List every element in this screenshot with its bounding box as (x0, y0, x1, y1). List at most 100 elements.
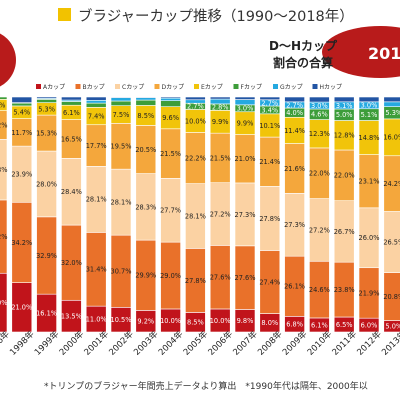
x-tick-label: 2012年 (355, 328, 384, 357)
data-label: 6.0% (361, 321, 378, 329)
data-label: 10.0% (210, 317, 231, 325)
bar-segment (383, 101, 400, 107)
legend-swatch (36, 84, 41, 89)
data-label: 6.8% (286, 321, 303, 329)
legend-label: Gカップ (280, 84, 303, 91)
data-label: 8.5% (187, 319, 204, 327)
data-label: 21.5% (210, 154, 231, 162)
legend-swatch (115, 84, 120, 89)
data-label: 23.9% (11, 171, 32, 179)
data-label: 12.8% (334, 132, 355, 140)
data-label: 3.0% (361, 102, 378, 110)
data-label: 4.0% (286, 109, 303, 117)
bar-segment (0, 110, 8, 140)
data-label: 9.9% (237, 120, 254, 128)
data-label: 22.0% (309, 170, 330, 178)
data-label: 28.3% (135, 203, 156, 211)
data-label: 6.1% (311, 321, 328, 329)
bar-segment (110, 97, 132, 102)
bar-segment (110, 96, 132, 99)
data-label: 4.6% (311, 111, 328, 119)
data-label: 21.9% (359, 289, 380, 297)
year-badge-text: 2018 (368, 44, 400, 63)
bar-segment (0, 99, 8, 111)
data-label: 27.2% (210, 210, 231, 218)
bar-segment (135, 97, 157, 101)
data-label: 5.0% (385, 323, 400, 331)
data-label: 27.4% (259, 278, 280, 286)
data-label: 27.8% (185, 277, 206, 285)
x-tick-label: 2001年 (82, 328, 111, 357)
data-label: 34.2% (11, 239, 32, 247)
data-label: 7.4% (88, 112, 105, 120)
data-label: 2.7% (286, 101, 303, 109)
x-tick-label: 2004年 (156, 328, 185, 357)
bar-segment (309, 96, 330, 103)
data-label: 5.3% (385, 109, 400, 117)
data-label: 22.0% (334, 172, 355, 180)
title-row: ブラジャーカップ推移（1990〜2018年） (0, 0, 400, 30)
data-label: 27.3% (284, 221, 305, 229)
data-label: 27.3% (235, 211, 256, 219)
data-label: 28.1% (111, 199, 132, 207)
data-label: 4.8% (0, 101, 5, 109)
x-tick-label: 2002年 (107, 328, 136, 357)
data-label: 10.0% (185, 117, 206, 125)
data-label: 5.0% (336, 111, 353, 119)
bar-segment (61, 101, 82, 106)
data-label: 2.7% (261, 99, 278, 107)
data-label: 24.6% (309, 286, 330, 294)
data-label: 10.0% (160, 317, 181, 325)
bars (0, 96, 400, 333)
bar-segment (85, 102, 107, 108)
bar-segment (185, 96, 206, 101)
legend-swatch (194, 84, 199, 89)
data-label: 21.0% (235, 155, 256, 163)
data-label: 20.5% (135, 146, 156, 154)
x-tick-label: 2011年 (330, 328, 359, 357)
bar-segment (11, 102, 33, 107)
bar-segment (11, 96, 33, 103)
data-label: 26.0% (359, 234, 380, 242)
bar-segment (0, 139, 8, 201)
bar-segment (85, 96, 107, 101)
data-label: 6.5% (336, 321, 353, 329)
data-label: 29.0% (160, 272, 181, 280)
bar-segment (135, 96, 157, 99)
left-oval-decoration (0, 33, 16, 87)
bar-segment (284, 96, 305, 103)
data-label: 28.0% (36, 180, 57, 188)
data-labels: 25.0% 31.2% 25.8% 12.2% 4.8% 21.0% 34.2% 23.9% 1… (0, 99, 400, 331)
data-label: 27.7% (160, 207, 181, 215)
data-label: 24.2% (383, 180, 400, 188)
bar-segment (160, 100, 181, 107)
data-label: 2.7% (187, 103, 204, 111)
bar-segment (160, 97, 181, 101)
x-axis-ticks: 1996年1998年1999年2000年2001年2002年2003年2004年… (0, 328, 400, 357)
x-tick-label: 2007年 (231, 328, 260, 357)
year-badge-oval (322, 26, 400, 78)
data-label: 21.5% (160, 150, 181, 158)
legend-label: Dカップ (162, 84, 185, 91)
legend-swatch (312, 84, 318, 89)
x-tick-label: 2010年 (305, 328, 334, 357)
data-label: 10.1% (259, 122, 280, 130)
data-label: 10.5% (111, 316, 132, 324)
data-label: 5.3% (38, 105, 55, 113)
data-label: 32.0% (61, 259, 82, 267)
data-label: 22.2% (185, 154, 206, 162)
bar-segment (160, 96, 181, 99)
data-label: 13.5% (61, 313, 82, 321)
data-label: 23.8% (334, 286, 355, 294)
legend-label: Eカップ (201, 84, 223, 91)
bar-segment (209, 96, 231, 100)
data-label: 6.1% (63, 109, 80, 117)
data-label: 28.1% (86, 196, 107, 204)
legend-swatch (75, 84, 81, 89)
data-label: 29.9% (135, 272, 156, 280)
legend-label: Fカップ (241, 84, 262, 91)
bar-segment (234, 96, 256, 100)
data-label: 3.4% (261, 106, 278, 114)
data-label: 31.4% (86, 266, 107, 274)
legend-label: Hカップ (320, 84, 343, 91)
